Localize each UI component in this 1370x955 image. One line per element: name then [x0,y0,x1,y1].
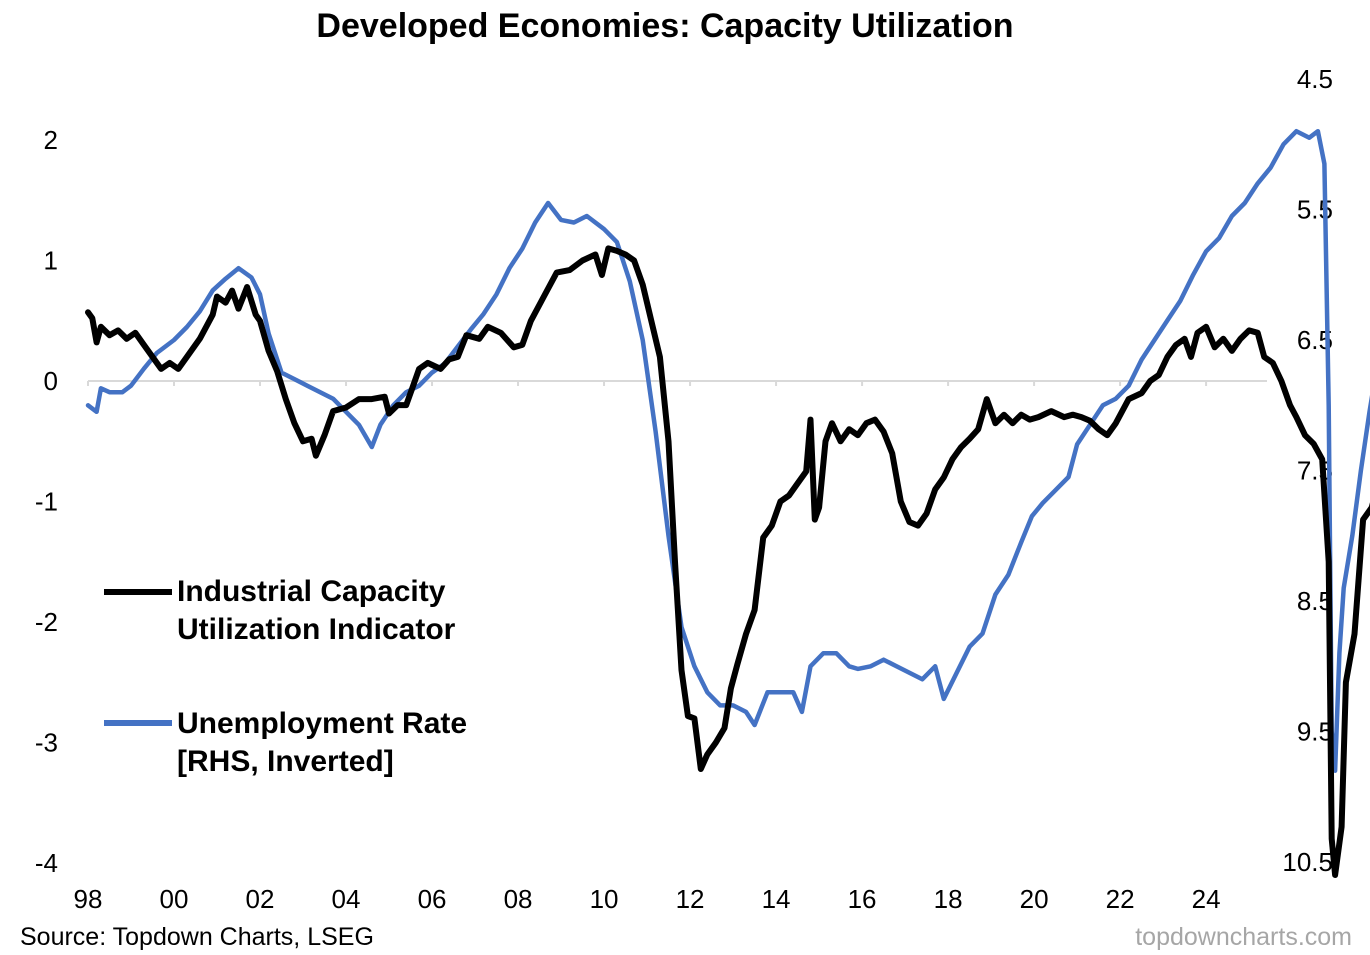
x-tick-marks [87,381,1208,386]
chart-title: Developed Economies: Capacity Utilizatio… [316,7,1013,45]
x-tick-label: 16 [848,884,877,914]
left-tick-label: 2 [44,125,58,155]
right-tick-label: 9.5 [1297,717,1333,747]
series-lines [85,128,1370,878]
series-line-capacity-utilization [85,245,1370,878]
left-tick-label: -4 [35,848,58,878]
x-tick-label: 20 [1020,884,1049,914]
legend: Industrial Capacity Utilization Indicato… [104,575,467,778]
x-tick-label: 10 [590,884,619,914]
source-note: Source: Topdown Charts, LSEG [20,923,374,951]
x-tick-label: 24 [1192,884,1221,914]
x-tick-label: 98 [74,884,103,914]
x-tick-label: 12 [676,884,705,914]
x-tick-label: 02 [246,884,275,914]
series-line-unemployment-rate [85,128,1370,773]
left-tick-label: -1 [35,487,58,517]
x-tick-label: 14 [762,884,791,914]
legend-label-unemployment-line1: Unemployment Rate [177,707,467,740]
x-tick-label: 04 [332,884,361,914]
x-tick-label: 18 [934,884,963,914]
legend-label-capacity-line2: Utilization Indicator [177,613,456,646]
left-tick-label: -3 [35,728,58,758]
x-tick-label: 06 [418,884,447,914]
legend-label-capacity-line1: Industrial Capacity [177,575,446,608]
right-tick-label: 10.5 [1282,847,1333,877]
left-tick-label: 1 [44,246,58,276]
x-axis: 98 00 02 04 06 08 10 12 14 16 18 20 22 24 [74,884,1221,914]
x-tick-label: 08 [504,884,533,914]
x-tick-label: 22 [1106,884,1135,914]
watermark: topdowncharts.com [1135,923,1352,951]
right-tick-label: 4.5 [1297,64,1333,94]
left-tick-label: 0 [44,366,58,396]
x-tick-label: 00 [160,884,189,914]
left-tick-label: -2 [35,607,58,637]
left-axis: 2 1 0 -1 -2 -3 -4 [35,125,58,878]
legend-label-unemployment-line2: [RHS, Inverted] [177,745,394,778]
